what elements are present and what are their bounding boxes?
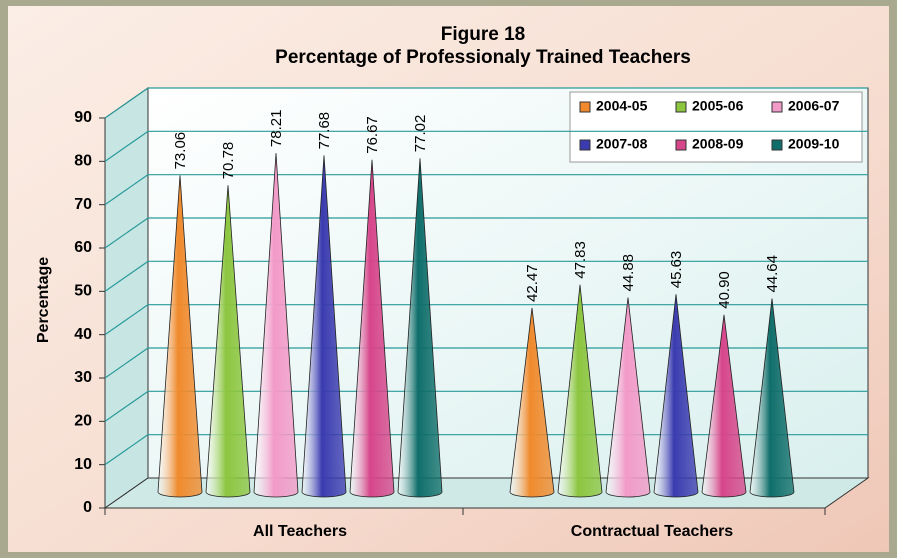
x-tick-label: All Teachers — [253, 523, 347, 540]
legend-label: 2004-05 — [596, 98, 648, 114]
grid-line — [104, 260, 149, 292]
chart-subtitle: Percentage of Professionaly Trained Teac… — [275, 47, 691, 68]
x-tick-label: Contractual Teachers — [571, 523, 734, 540]
cone — [301, 155, 347, 498]
data-label: 70.78 — [220, 142, 237, 180]
grid-line — [104, 217, 149, 249]
data-label: 77.68 — [316, 112, 333, 150]
legend — [569, 91, 863, 163]
grid-line — [104, 304, 149, 336]
legend-swatch — [579, 101, 591, 113]
cone — [349, 159, 395, 498]
cone — [397, 158, 443, 498]
legend-swatch — [579, 139, 591, 151]
y-tick-label: 50 — [74, 283, 92, 300]
y-tick-label: 40 — [74, 326, 92, 343]
grid-line — [104, 390, 149, 422]
y-tick-label: 20 — [74, 413, 92, 430]
grid-line — [104, 87, 149, 119]
data-label: 40.90 — [716, 271, 733, 309]
cone — [557, 284, 603, 498]
grid-line — [104, 434, 149, 466]
cone — [205, 185, 251, 498]
legend-swatch — [675, 101, 687, 113]
data-label: 42.47 — [524, 264, 541, 302]
grid-line — [104, 130, 149, 162]
cone — [605, 297, 651, 498]
y-tick-label: 90 — [74, 109, 92, 126]
data-label: 76.67 — [364, 116, 381, 154]
chart-title: Figure 18 — [441, 24, 525, 45]
y-tick-label: 80 — [74, 153, 92, 170]
legend-label: 2006-07 — [788, 98, 840, 114]
cone — [509, 307, 555, 498]
cone — [653, 294, 699, 498]
data-label: 47.83 — [572, 241, 589, 279]
y-tick-label: 10 — [74, 456, 92, 473]
legend-label: 2007-08 — [596, 136, 648, 152]
legend-swatch — [771, 101, 783, 113]
y-tick-label: 0 — [83, 499, 92, 516]
legend-swatch — [675, 139, 687, 151]
cone — [749, 298, 795, 498]
cone — [701, 314, 747, 498]
data-label: 45.63 — [668, 251, 685, 289]
data-label: 77.02 — [412, 115, 429, 153]
cone — [253, 153, 299, 498]
cone — [157, 175, 203, 498]
legend-label: 2005-06 — [692, 98, 744, 114]
data-label: 44.64 — [764, 255, 781, 293]
data-label: 44.88 — [620, 254, 637, 292]
data-label: 78.21 — [268, 110, 285, 148]
side-wall — [104, 87, 149, 509]
y-tick-label: 70 — [74, 196, 92, 213]
legend-label: 2008-09 — [692, 136, 744, 152]
y-tick-label: 30 — [74, 369, 92, 386]
legend-swatch — [771, 139, 783, 151]
legend-label: 2009-10 — [788, 136, 840, 152]
y-axis-label: Percentage — [35, 257, 52, 343]
grid-line — [104, 174, 149, 206]
grid-line — [104, 347, 149, 379]
y-tick-label: 60 — [74, 239, 92, 256]
data-label: 73.06 — [172, 132, 189, 170]
